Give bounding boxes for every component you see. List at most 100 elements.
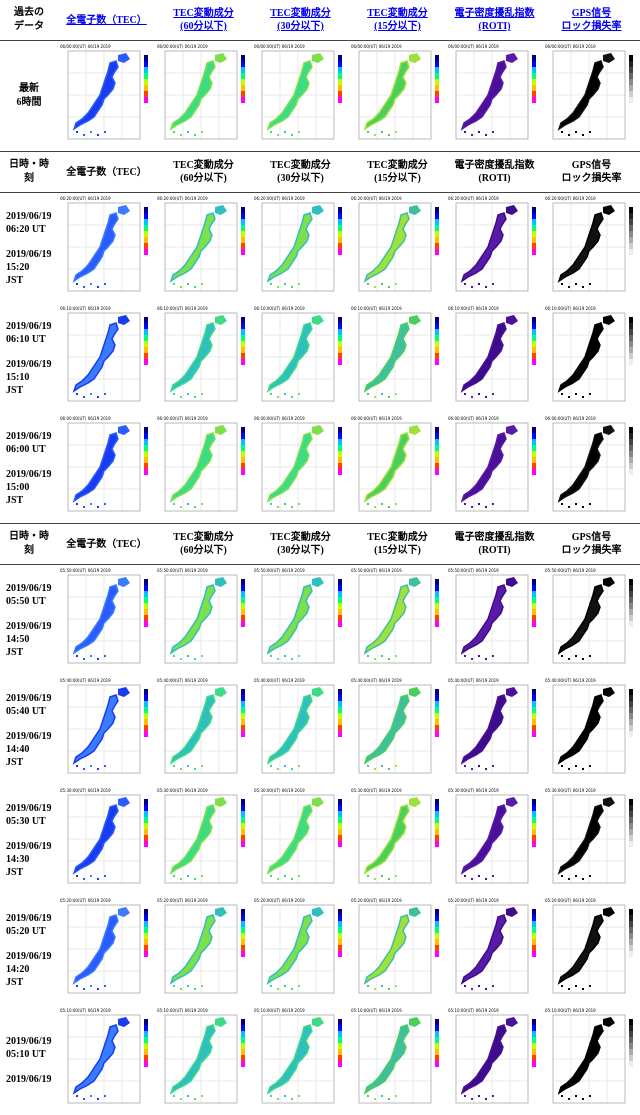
map-panel-tec[interactable]: 05:40:00(UT) 06/19 2019 (58, 675, 155, 785)
colorbar-segment (435, 359, 439, 365)
map-panel-dtec15[interactable]: 05:40:00(UT) 06/19 2019 (349, 675, 446, 785)
colorbar-segment (532, 1061, 536, 1067)
island-mark (201, 765, 203, 767)
map-panel-lol[interactable]: 06/00:00(UT) 06/19 2019 (543, 41, 640, 151)
map-panel-roti[interactable]: 05:10:00(UT) 06/19 2019 (446, 1005, 543, 1115)
island-mark (270, 503, 272, 505)
colorbar-segment (241, 725, 245, 731)
map-panel-lol[interactable]: 06:20:00(UT) 06/19 2019 (543, 193, 640, 303)
column-header-line[interactable]: (ROTI) (478, 21, 511, 32)
hokkaido-shape (215, 907, 227, 917)
map-panel-dtec60[interactable]: 06:00:00(UT) 06/19 2019 (155, 413, 252, 523)
column-header-line[interactable]: (30分以下) (277, 21, 324, 32)
map-panel-tec[interactable]: 05:50:00(UT) 06/19 2019 (58, 565, 155, 675)
colorbar-segment (241, 915, 245, 921)
island-mark (374, 658, 376, 660)
map-panel-tec[interactable]: 06:10:00(UT) 06/19 2019 (58, 303, 155, 413)
map-panel-dtec30[interactable]: 06:00:00(UT) 06/19 2019 (252, 413, 349, 523)
island-mark (104, 875, 106, 877)
colorbar-segment (338, 61, 342, 67)
map-panel-tec[interactable]: 06:00:00(UT) 06/19 2019 (58, 413, 155, 523)
map-panel-dtec60[interactable]: 05:20:00(UT) 06/19 2019 (155, 895, 252, 1005)
map-panel-dtec15[interactable]: 05:20:00(UT) 06/19 2019 (349, 895, 446, 1005)
map-panel-tec[interactable]: 06/00:00(UT) 06/19 2019 (58, 41, 155, 151)
map-panel-dtec30[interactable]: 05:40:00(UT) 06/19 2019 (252, 675, 349, 785)
map-panel-dtec15[interactable]: 06/00:00(UT) 06/19 2019 (349, 41, 446, 151)
island-mark (83, 768, 85, 770)
map-panel-dtec15[interactable]: 05:30:00(UT) 06/19 2019 (349, 785, 446, 895)
island-mark (492, 283, 494, 285)
colorbar-segment (338, 91, 342, 97)
map-panel-dtec60[interactable]: 05:30:00(UT) 06/19 2019 (155, 785, 252, 895)
column-header-line[interactable]: TEC変動成分 (270, 8, 331, 19)
map-panel-roti[interactable]: 05:40:00(UT) 06/19 2019 (446, 675, 543, 785)
map-panel-dtec15[interactable]: 05:50:00(UT) 06/19 2019 (349, 565, 446, 675)
map-panel-tec[interactable]: 05:20:00(UT) 06/19 2019 (58, 895, 155, 1005)
map-timestamp: 05:10:00(UT) 06/19 2019 (545, 1008, 596, 1013)
map-panel-dtec30[interactable]: 05:10:00(UT) 06/19 2019 (252, 1005, 349, 1115)
map-panel-lol[interactable]: 05:50:00(UT) 06/19 2019 (543, 565, 640, 675)
column-header-line[interactable]: (60分以下) (180, 21, 227, 32)
map-panel-roti[interactable]: 06:00:00(UT) 06/19 2019 (446, 413, 543, 523)
colorbar-segment (241, 951, 245, 957)
map-panel-dtec60[interactable]: 05:50:00(UT) 06/19 2019 (155, 565, 252, 675)
map-panel-tec[interactable]: 05:30:00(UT) 06/19 2019 (58, 785, 155, 895)
map-panel-dtec30[interactable]: 05:20:00(UT) 06/19 2019 (252, 895, 349, 1005)
map-panel-lol[interactable]: 06:00:00(UT) 06/19 2019 (543, 413, 640, 523)
map-panel-roti[interactable]: 06:10:00(UT) 06/19 2019 (446, 303, 543, 413)
map-panel-dtec15[interactable]: 05:10:00(UT) 06/19 2019 (349, 1005, 446, 1115)
map-panel-dtec60[interactable]: 06:20:00(UT) 06/19 2019 (155, 193, 252, 303)
column-header-line[interactable]: GPS信号 (571, 8, 612, 19)
map-panel-dtec15[interactable]: 06:10:00(UT) 06/19 2019 (349, 303, 446, 413)
map-panel-dtec60[interactable]: 06/00:00(UT) 06/19 2019 (155, 41, 252, 151)
map-panel-lol[interactable]: 05:30:00(UT) 06/19 2019 (543, 785, 640, 895)
map-panel-lol[interactable]: 05:10:00(UT) 06/19 2019 (543, 1005, 640, 1115)
island-mark (180, 658, 182, 660)
map-panel-dtec30[interactable]: 06:10:00(UT) 06/19 2019 (252, 303, 349, 413)
island-mark (97, 658, 99, 660)
island-mark (270, 765, 272, 767)
map-panel-dtec60[interactable]: 06:10:00(UT) 06/19 2019 (155, 303, 252, 413)
map-panel-dtec30[interactable]: 06/00:00(UT) 06/19 2019 (252, 41, 349, 151)
map-panel-lol[interactable]: 06:10:00(UT) 06/19 2019 (543, 303, 640, 413)
column-header-line[interactable]: TEC変動成分 (173, 8, 234, 19)
colorbar-segment (241, 231, 245, 237)
map-panel-tec[interactable]: 05:10:00(UT) 06/19 2019 (58, 1005, 155, 1115)
map-panel-lol[interactable]: 05:20:00(UT) 06/19 2019 (543, 895, 640, 1005)
map-panel-dtec30[interactable]: 05:30:00(UT) 06/19 2019 (252, 785, 349, 895)
map-panel-dtec15[interactable]: 06:20:00(UT) 06/19 2019 (349, 193, 446, 303)
column-header-line[interactable]: ロック損失率 (561, 21, 622, 32)
colorbar-segment (629, 317, 633, 323)
colorbar-segment (435, 921, 439, 927)
colorbar-segment (144, 1019, 148, 1025)
column-header-line[interactable]: 電子密度擾乱指数 (454, 8, 535, 19)
map-panel-dtec30[interactable]: 06:20:00(UT) 06/19 2019 (252, 193, 349, 303)
column-header-line[interactable]: 全電子数（TEC） (66, 14, 147, 26)
map-panel-tec[interactable]: 06:20:00(UT) 06/19 2019 (58, 193, 155, 303)
row-time-jst: 15:10 (6, 371, 30, 383)
island-mark (291, 396, 293, 398)
map-panel-lol[interactable]: 05:40:00(UT) 06/19 2019 (543, 675, 640, 785)
island-mark (561, 985, 563, 987)
map-panel-dtec60[interactable]: 05:10:00(UT) 06/19 2019 (155, 1005, 252, 1115)
map-panel-dtec60[interactable]: 05:40:00(UT) 06/19 2019 (155, 675, 252, 785)
map-panel-roti[interactable]: 05:30:00(UT) 06/19 2019 (446, 785, 543, 895)
map-panel-dtec30[interactable]: 05:50:00(UT) 06/19 2019 (252, 565, 349, 675)
group-column-header-line: GPS信号 (571, 532, 612, 543)
map-panel-roti[interactable]: 06/00:00(UT) 06/19 2019 (446, 41, 543, 151)
map-dtec15-image (358, 684, 439, 774)
island-mark (83, 1098, 85, 1100)
map-panel-roti[interactable]: 05:50:00(UT) 06/19 2019 (446, 565, 543, 675)
row-jst-suffix: JST (6, 274, 24, 286)
island-mark (568, 768, 570, 770)
map-tec-image (67, 202, 148, 292)
map-timestamp: 05:10:00(UT) 06/19 2019 (448, 1008, 499, 1013)
map-panel-dtec15[interactable]: 06:00:00(UT) 06/19 2019 (349, 413, 446, 523)
map-panel-roti[interactable]: 06:20:00(UT) 06/19 2019 (446, 193, 543, 303)
colorbar-segment (241, 603, 245, 609)
colorbar-segment (532, 207, 536, 213)
column-header-line[interactable]: (15分以下) (374, 21, 421, 32)
map-panel-roti[interactable]: 05:20:00(UT) 06/19 2019 (446, 895, 543, 1005)
column-header-line[interactable]: TEC変動成分 (367, 8, 428, 19)
